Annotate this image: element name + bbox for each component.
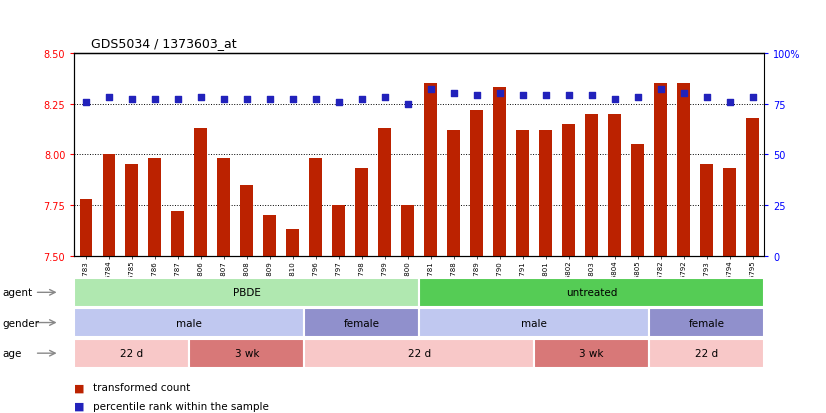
Bar (425, 84, 437, 256)
Bar (217, 159, 230, 256)
Bar (74, 339, 189, 368)
Bar (724, 169, 736, 256)
Bar (240, 185, 253, 256)
Point (700, 95, 713, 102)
Bar (287, 230, 299, 256)
Point (608, 97, 621, 104)
Text: 3 wk: 3 wk (235, 348, 259, 358)
Point (194, 95, 207, 102)
Text: percentile rank within the sample: percentile rank within the sample (93, 401, 268, 411)
Text: 3 wk: 3 wk (579, 348, 604, 358)
Bar (420, 278, 764, 307)
Text: ■: ■ (74, 382, 85, 392)
Point (470, 93, 483, 100)
Text: PBDE: PBDE (233, 287, 261, 298)
Bar (102, 155, 115, 256)
Bar (332, 206, 345, 256)
Bar (586, 114, 598, 256)
Bar (189, 339, 304, 368)
Text: untreated: untreated (566, 287, 617, 298)
Bar (649, 339, 764, 368)
Bar (194, 128, 207, 256)
Point (309, 97, 322, 104)
Bar (539, 131, 552, 256)
Point (585, 93, 598, 100)
Bar (378, 128, 391, 256)
Point (263, 97, 277, 104)
Point (286, 97, 299, 104)
Text: female: female (689, 318, 724, 328)
Bar (563, 125, 575, 256)
Bar (420, 308, 649, 337)
Point (126, 97, 139, 104)
Text: 22 d: 22 d (695, 348, 718, 358)
Point (148, 97, 161, 104)
Bar (493, 88, 506, 256)
Bar (677, 84, 690, 256)
Point (654, 87, 667, 93)
Point (723, 99, 736, 106)
Text: agent: agent (2, 287, 32, 298)
Bar (304, 308, 420, 337)
Point (217, 97, 230, 104)
Text: 22 d: 22 d (121, 348, 144, 358)
Text: male: male (521, 318, 547, 328)
Text: GDS5034 / 1373603_at: GDS5034 / 1373603_at (91, 37, 236, 50)
Bar (304, 339, 534, 368)
Point (447, 91, 460, 97)
Point (401, 101, 415, 108)
Bar (79, 199, 93, 256)
Bar (172, 211, 184, 256)
Text: transformed count: transformed count (93, 382, 190, 392)
Point (171, 97, 184, 104)
Text: ■: ■ (74, 401, 85, 411)
Bar (126, 165, 138, 256)
Point (424, 87, 437, 93)
Text: gender: gender (2, 318, 40, 328)
Bar (263, 216, 276, 256)
Point (631, 95, 644, 102)
Point (562, 93, 575, 100)
Point (516, 93, 529, 100)
Point (102, 95, 116, 102)
Bar (534, 339, 649, 368)
Bar (310, 159, 322, 256)
Text: 22 d: 22 d (408, 348, 430, 358)
Bar (746, 119, 759, 256)
Bar (74, 278, 420, 307)
Bar (74, 308, 304, 337)
Bar (401, 206, 414, 256)
Bar (649, 308, 764, 337)
Bar (700, 165, 713, 256)
Point (332, 99, 345, 106)
Text: age: age (2, 348, 21, 358)
Bar (516, 131, 529, 256)
Point (378, 95, 392, 102)
Bar (470, 110, 483, 256)
Bar (355, 169, 368, 256)
Bar (149, 159, 161, 256)
Text: female: female (344, 318, 380, 328)
Point (355, 97, 368, 104)
Point (240, 97, 254, 104)
Bar (654, 84, 667, 256)
Bar (608, 114, 621, 256)
Point (79, 99, 93, 106)
Point (746, 95, 759, 102)
Point (493, 91, 506, 97)
Text: male: male (177, 318, 202, 328)
Point (539, 93, 553, 100)
Bar (448, 131, 460, 256)
Bar (631, 145, 644, 256)
Point (677, 91, 691, 97)
